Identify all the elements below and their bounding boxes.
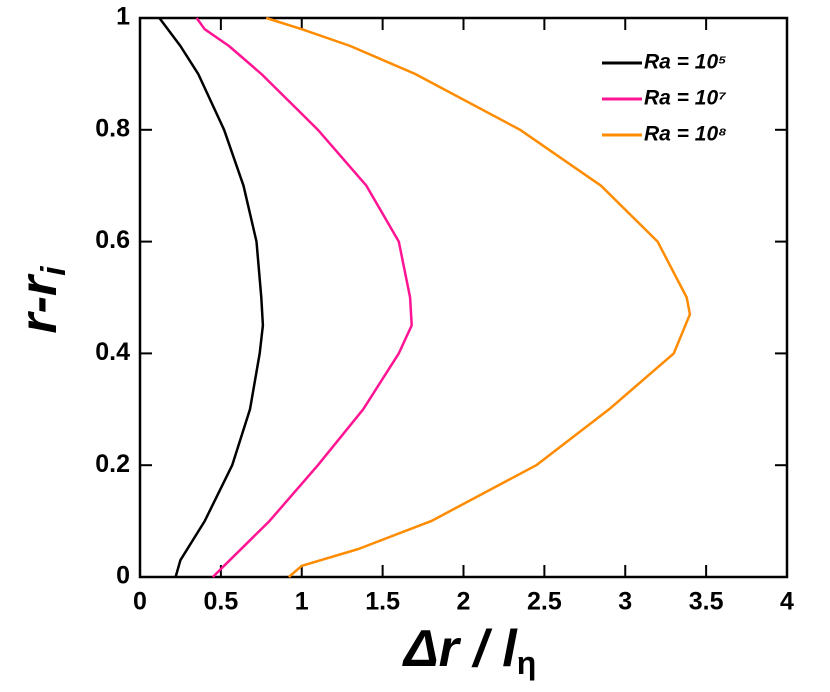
y-axis-label: r-ri bbox=[10, 265, 73, 334]
y-tick-label: 0.4 bbox=[95, 338, 130, 366]
y-tick-label: 0.6 bbox=[95, 226, 130, 254]
y-tick-label: 0.2 bbox=[95, 450, 130, 478]
series-line bbox=[265, 16, 692, 578]
x-axis-label: Δr / lη bbox=[402, 620, 536, 682]
series-line bbox=[195, 17, 413, 578]
x-tick-label: 0.5 bbox=[203, 588, 238, 616]
x-tick-label: 2.5 bbox=[527, 588, 562, 616]
legend-label: Ra = 10⁵ bbox=[644, 51, 727, 74]
legend-label: Ra = 10⁸ bbox=[644, 123, 727, 146]
x-tick-label: 4 bbox=[780, 588, 794, 616]
x-tick-label: 2 bbox=[457, 588, 471, 616]
y-tick-label: 0.8 bbox=[95, 114, 130, 142]
x-tick-label: 3.5 bbox=[689, 588, 724, 616]
y-tick-label: 0 bbox=[116, 562, 130, 590]
legend-label: Ra = 10⁷ bbox=[644, 87, 726, 110]
x-tick-label: 3 bbox=[618, 588, 632, 616]
y-tick-label: 1 bbox=[116, 3, 130, 31]
series-line bbox=[158, 17, 265, 578]
x-tick-label: 1 bbox=[295, 588, 309, 616]
x-tick-label: 0 bbox=[133, 588, 147, 616]
x-tick-label: 1.5 bbox=[365, 588, 400, 616]
